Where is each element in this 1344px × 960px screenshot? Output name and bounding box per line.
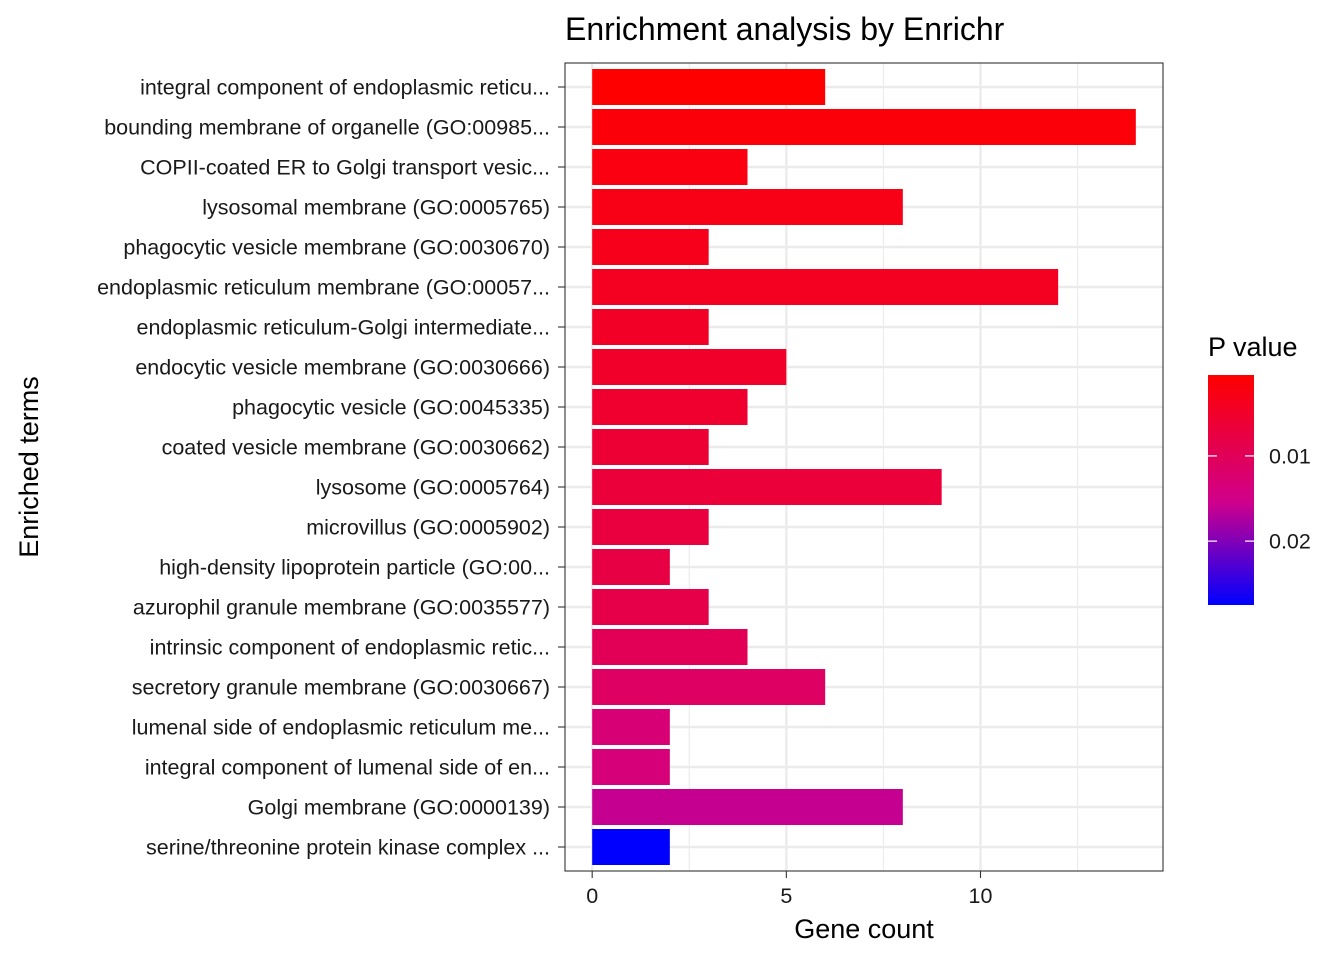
bar [592, 229, 709, 265]
y-tick-label: COPII-coated ER to Golgi transport vesic… [140, 156, 550, 180]
y-tick-label: endocytic vesicle membrane (GO:0030666) [135, 356, 550, 380]
bar [592, 69, 826, 105]
bar [592, 469, 942, 505]
bar [592, 349, 787, 385]
legend-tick-label: 0.02 [1269, 530, 1311, 554]
x-tick-label: 5 [780, 884, 792, 908]
bar [592, 109, 1136, 145]
y-tick-label: coated vesicle membrane (GO:0030662) [162, 436, 550, 460]
y-tick-label: serine/threonine protein kinase complex … [146, 836, 550, 860]
bar [592, 149, 748, 185]
y-tick-label: integral component of endoplasmic reticu… [140, 76, 550, 100]
x-axis-title: Gene count [794, 914, 934, 944]
y-tick-label: lumenal side of endoplasmic reticulum me… [132, 716, 550, 740]
bar [592, 589, 709, 625]
legend-tick-label: 0.01 [1269, 444, 1311, 468]
bar [592, 269, 1059, 305]
y-tick-label: integral component of lumenal side of en… [145, 756, 550, 780]
y-tick-label: endoplasmic reticulum-Golgi intermediate… [137, 316, 550, 340]
legend-ticks: 0.01 0.02 [1208, 444, 1311, 554]
y-tick-label: azurophil granule membrane (GO:0035577) [133, 596, 550, 620]
y-tick-label: lysosome (GO:0005764) [316, 476, 550, 500]
y-tick-label: phagocytic vesicle (GO:0045335) [232, 396, 550, 420]
bar [592, 509, 709, 545]
y-tick-label: endoplasmic reticulum membrane (GO:00057… [97, 276, 550, 300]
chart-title: Enrichment analysis by Enrichr [565, 11, 1005, 47]
bar [592, 429, 709, 465]
bar [592, 749, 670, 785]
y-tick-label: phagocytic vesicle membrane (GO:0030670) [123, 236, 550, 260]
bar [592, 709, 670, 745]
y-tick-label: Golgi membrane (GO:0000139) [248, 796, 550, 820]
bar [592, 789, 903, 825]
legend-color-gradient [1208, 375, 1254, 605]
y-axis-ticks: integral component of endoplasmic reticu… [97, 76, 565, 860]
plot-panel-border [564, 62, 1164, 872]
legend-title: P value [1208, 332, 1298, 362]
legend-colorbar: P value 0.01 0.02 [1208, 332, 1311, 605]
y-axis-title: Enriched terms [14, 376, 44, 558]
y-tick-label: lysosomal membrane (GO:0005765) [202, 196, 550, 220]
y-tick-label: secretory granule membrane (GO:0030667) [132, 676, 550, 700]
bar [592, 309, 709, 345]
x-tick-label: 0 [586, 884, 598, 908]
y-tick-label: microvillus (GO:0005902) [306, 516, 550, 540]
bar [592, 829, 670, 865]
bar [592, 549, 670, 585]
x-tick-label: 10 [969, 884, 993, 908]
y-tick-label: bounding membrane of organelle (GO:00985… [104, 116, 550, 140]
bar [592, 669, 826, 705]
bar [592, 629, 748, 665]
y-tick-label: high-density lipoprotein particle (GO:00… [159, 556, 550, 580]
bar [592, 189, 903, 225]
bars [592, 69, 1136, 865]
x-axis-ticks: 0 5 10 [586, 871, 992, 908]
bar [592, 389, 748, 425]
y-tick-label: intrinsic component of endoplasmic retic… [150, 636, 550, 660]
